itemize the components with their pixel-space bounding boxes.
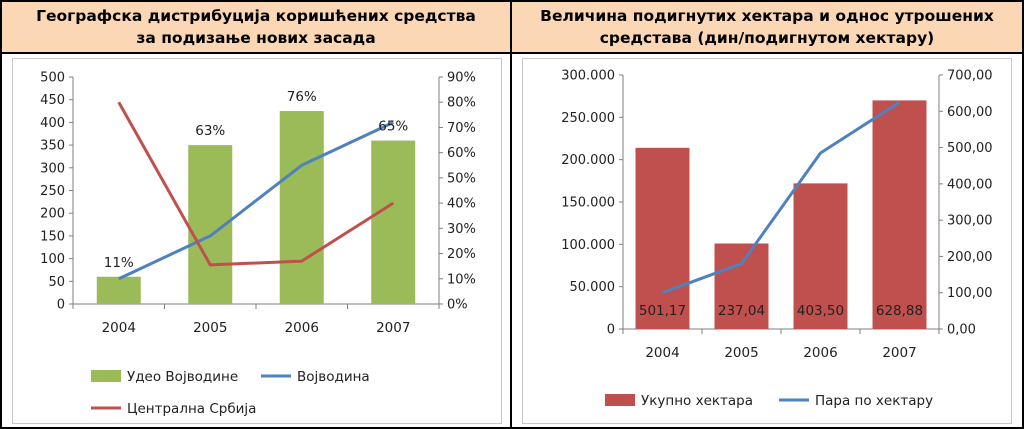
bar: [96, 276, 141, 304]
legend-swatch: [605, 394, 635, 406]
x-tick-label: 2007: [882, 345, 916, 361]
data-label: 11%: [104, 255, 134, 271]
y2-tick-label: 90%: [447, 71, 476, 86]
left-chart-area: 0 50 100 150 200 250 300 350 400 450 500 0% 10% 20% 30…: [12, 58, 502, 424]
x-tick-label: 2007: [376, 320, 410, 336]
x-tick-label: 2004: [645, 345, 679, 361]
y2-tick-label: 40%: [447, 197, 476, 212]
y-tick-label: 100: [40, 252, 65, 267]
series-line: [118, 121, 394, 281]
series-line: [117, 101, 395, 267]
x-tick-label: 2005: [724, 345, 758, 361]
y2-tick-label: 0,00: [947, 323, 976, 338]
right-chart-title: Величина подигнутих хектара и однос утро…: [540, 7, 994, 47]
y2-tick-label: 100,00: [947, 286, 993, 301]
y2-tick-label: 700,00: [947, 69, 993, 84]
x-tick-label: 2006: [803, 345, 837, 361]
bar: [872, 100, 927, 330]
legend-label: Укупно хектара: [641, 393, 753, 409]
right-panel: Величина подигнутих хектара и однос утро…: [512, 0, 1024, 429]
y-tick-label: 250: [40, 184, 65, 199]
left-chart-svg: 0 50 100 150 200 250 300 350 400 450 500 0% 10% 20% 30…: [40, 71, 476, 418]
bar: [714, 243, 769, 329]
y-tick-label: 0: [57, 298, 65, 313]
y-tick-label: 50: [48, 275, 65, 290]
series-line: [661, 100, 901, 295]
y2-tick-label: 0%: [447, 298, 468, 313]
left-chart-title: Географска дистрибуција коришћених средс…: [36, 7, 476, 47]
bar: [793, 183, 848, 329]
y2-tick-label: 200,00: [947, 250, 993, 265]
x-tick-label: 2006: [285, 320, 319, 336]
y2-tick-label: 10%: [447, 272, 476, 287]
left-panel-header: Географска дистрибуција коришћених средс…: [2, 2, 510, 54]
y-tick-label: 150.000: [561, 196, 615, 211]
legend-swatch: [91, 370, 121, 382]
y-tick-label: 300.000: [561, 69, 615, 84]
right-panel-header: Величина подигнутих хектара и однос утро…: [512, 2, 1022, 54]
data-label: 403,50: [797, 303, 844, 319]
y2-tick-label: 600,00: [947, 105, 993, 120]
data-label: 65%: [378, 119, 408, 135]
bar: [279, 111, 324, 304]
y-tick-label: 200.000: [561, 153, 615, 168]
y2-tick-label: 80%: [447, 96, 476, 111]
legend-label: Војводина: [297, 369, 370, 385]
y-tick-label: 400: [40, 116, 65, 131]
data-label: 501,17: [639, 303, 686, 319]
y2-tick-label: 20%: [447, 247, 476, 262]
y-tick-label: 250.000: [561, 111, 615, 126]
y-tick-label: 450: [40, 93, 65, 108]
x-tick-label: 2005: [193, 320, 227, 336]
y2-tick-label: 60%: [447, 146, 476, 161]
y2-tick-label: 500,00: [947, 141, 993, 156]
y-tick-label: 350: [40, 139, 65, 154]
y-tick-label: 150: [40, 229, 65, 244]
y-tick-label: 0: [607, 323, 615, 338]
legend-label: Централна Србија: [127, 401, 256, 417]
data-label: 76%: [287, 89, 317, 105]
data-label: 628,88: [876, 303, 923, 319]
y-tick-label: 200: [40, 207, 65, 222]
left-panel: Географска дистрибуција коришћених средс…: [0, 0, 512, 429]
y2-tick-label: 70%: [447, 121, 476, 136]
y2-tick-label: 30%: [447, 222, 476, 237]
y-tick-label: 300: [40, 161, 65, 176]
bar: [635, 147, 690, 329]
right-chart-svg: 0 50.000 100.000 150.000 200.000 250.000 300.0…: [561, 69, 993, 410]
y-tick-label: 100.000: [561, 238, 615, 253]
legend-label: Удео Војводине: [127, 369, 238, 385]
legend-label: Пара по хектару: [815, 393, 933, 409]
data-label: 237,04: [718, 303, 765, 319]
y2-tick-label: 300,00: [947, 214, 993, 229]
y2-tick-label: 400,00: [947, 177, 993, 192]
x-tick-label: 2004: [102, 320, 136, 336]
y-tick-label: 50.000: [570, 280, 616, 295]
y2-tick-label: 50%: [447, 171, 476, 186]
bar: [371, 140, 416, 304]
right-chart-area: 0 50.000 100.000 150.000 200.000 250.000 300.0…: [522, 58, 1012, 424]
y-tick-label: 500: [40, 71, 65, 86]
data-label: 63%: [195, 123, 225, 139]
